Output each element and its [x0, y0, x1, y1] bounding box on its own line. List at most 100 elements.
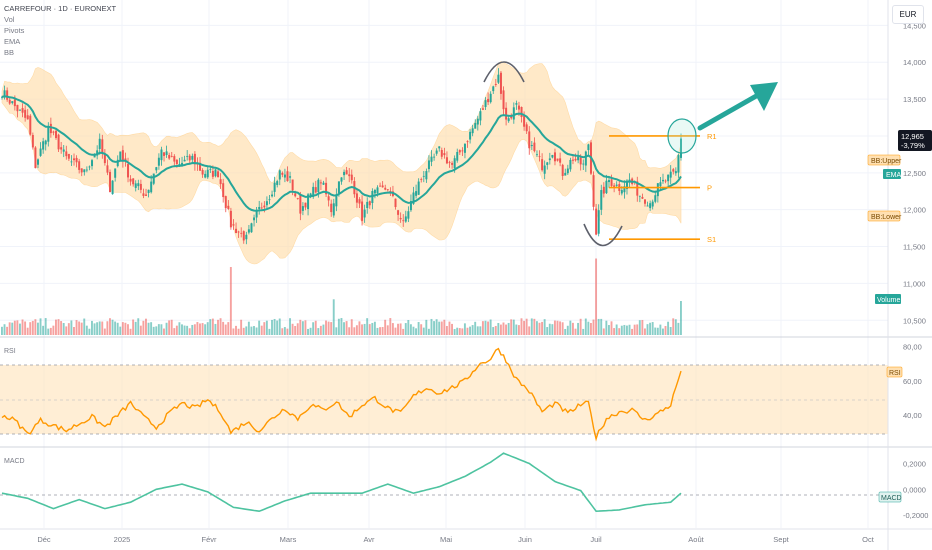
volume-bar	[394, 327, 397, 335]
volume-bar	[376, 327, 379, 335]
indicator-bb[interactable]: BB	[4, 48, 15, 57]
volume-bar	[361, 324, 363, 335]
volume-bar	[62, 323, 65, 335]
volume-bar	[481, 321, 484, 335]
candle-body	[317, 179, 320, 193]
currency-button[interactable]: EUR	[892, 5, 924, 24]
candle-body	[13, 99, 16, 107]
volume-bar	[520, 318, 523, 335]
candle-body	[258, 206, 261, 209]
candle-body	[625, 180, 628, 190]
volume-bar	[201, 323, 204, 335]
candle-body	[415, 191, 418, 196]
time-tick: Mai	[440, 535, 452, 544]
time-tick: Juil	[590, 535, 602, 544]
volume-bar	[636, 324, 639, 335]
candle-body	[579, 157, 582, 165]
time-axis-labels: Déc 2025 Févr Mars Avr Mai Juin Juil Août Sept Oct	[37, 535, 874, 544]
candle-body	[667, 174, 670, 182]
grid-lines	[0, 0, 888, 528]
candle-body	[276, 181, 279, 185]
candle-body	[289, 176, 292, 178]
candle-body	[42, 141, 45, 150]
volume-bar	[57, 319, 60, 335]
volume-bar	[564, 328, 567, 335]
candle-body	[463, 143, 466, 153]
candle-body	[451, 163, 454, 165]
time-tick: Août	[688, 535, 704, 544]
volume-bar	[667, 321, 670, 335]
indicator-ema[interactable]: EMA	[4, 37, 21, 46]
volume-bar	[294, 325, 297, 335]
candle-body	[44, 140, 47, 145]
candle-body	[21, 108, 24, 113]
candle-body	[646, 205, 649, 207]
candle-body	[296, 197, 299, 199]
candle-body	[235, 228, 238, 234]
volume-bar	[525, 318, 528, 335]
indicator-pivots[interactable]: Pivots	[4, 26, 25, 35]
volume-bar	[129, 328, 132, 335]
volume-bar	[489, 319, 492, 335]
candle-body	[497, 74, 500, 83]
volume-bar	[52, 325, 55, 335]
volume-bar	[430, 318, 433, 335]
volume-bar	[132, 319, 135, 335]
candle-body	[546, 162, 549, 165]
candle-body	[163, 152, 166, 156]
volume-bar	[283, 327, 286, 335]
candle-body	[520, 107, 523, 117]
candle-body	[29, 115, 32, 135]
volume-bar	[114, 321, 117, 335]
volume-bar	[543, 319, 546, 335]
volume-bar	[124, 322, 127, 335]
volume-bar	[304, 320, 307, 335]
volume-bar	[607, 325, 610, 335]
candle-body	[80, 168, 83, 173]
indicator-vol[interactable]: Vol	[4, 15, 15, 24]
volume-bar	[456, 327, 459, 335]
volume-bar	[625, 325, 628, 335]
candle-body	[286, 171, 289, 182]
volume-bar	[672, 318, 675, 335]
macd-pane-title: MACD	[4, 458, 25, 465]
candle-body	[471, 128, 474, 134]
candle-body	[551, 154, 554, 158]
volume-badge: Volume	[875, 294, 901, 304]
candle-body	[240, 232, 243, 234]
candle-body	[312, 186, 315, 197]
candle-body	[494, 84, 497, 85]
volume-bar	[623, 324, 626, 335]
arrow-up-right-icon	[750, 82, 778, 111]
candle-body	[345, 170, 348, 175]
volume-bar	[255, 327, 258, 335]
candle-body	[145, 194, 148, 196]
volume-bar	[11, 322, 14, 335]
candle-body	[132, 178, 135, 185]
candle-body	[224, 196, 227, 209]
candle-body	[533, 142, 536, 152]
candle-body	[636, 181, 639, 196]
candle-body	[458, 150, 461, 153]
volume-bar	[505, 324, 508, 335]
volume-bar	[309, 327, 312, 335]
volume-bar	[602, 328, 605, 335]
volume-bar	[358, 321, 361, 335]
candle-body	[245, 234, 248, 240]
candle-body	[83, 169, 86, 173]
candle-body	[8, 99, 11, 104]
candle-body	[103, 154, 106, 164]
candle-body	[502, 90, 505, 110]
volume-bar	[330, 322, 333, 335]
candle-body	[474, 123, 477, 129]
candle-body	[592, 175, 595, 207]
volume-bar	[47, 328, 50, 335]
volume-bar	[528, 326, 531, 335]
volume-bar	[175, 325, 178, 335]
pivot-lines: R1 P S1	[609, 132, 717, 244]
candle-body	[479, 111, 482, 121]
volume-bar	[353, 327, 356, 335]
volume-bar	[37, 322, 39, 335]
candle-body	[376, 187, 379, 194]
